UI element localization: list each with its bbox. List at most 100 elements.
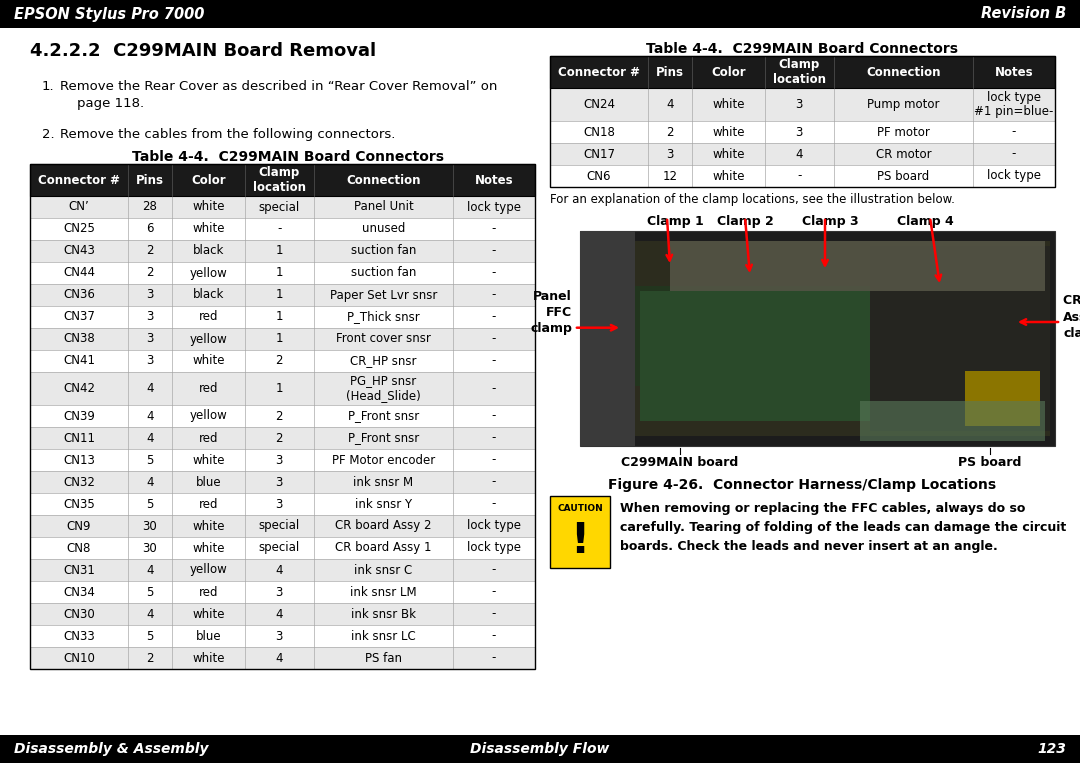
Text: ink snsr LC: ink snsr LC xyxy=(351,629,416,642)
Text: 4: 4 xyxy=(146,564,153,577)
Text: white: white xyxy=(192,223,225,236)
Text: 3: 3 xyxy=(146,288,153,301)
Bar xyxy=(30,427,535,449)
Text: yellow: yellow xyxy=(189,564,227,577)
Text: CR board Assy 2: CR board Assy 2 xyxy=(335,520,432,533)
Bar xyxy=(30,218,535,240)
Bar xyxy=(550,121,1055,143)
Text: 1: 1 xyxy=(275,244,283,257)
Text: white: white xyxy=(192,520,225,533)
Text: ink snsr LM: ink snsr LM xyxy=(350,585,417,598)
Text: 2: 2 xyxy=(275,355,283,368)
Text: lock type: lock type xyxy=(467,520,521,533)
Text: yellow: yellow xyxy=(189,410,227,423)
Text: blue: blue xyxy=(195,475,221,488)
Text: -: - xyxy=(491,266,496,279)
Bar xyxy=(550,496,610,568)
Text: Pins: Pins xyxy=(136,173,164,186)
Text: 1.: 1. xyxy=(42,80,55,93)
Text: -: - xyxy=(491,475,496,488)
Text: CN24: CN24 xyxy=(583,98,615,111)
Text: CN33: CN33 xyxy=(63,629,95,642)
Text: special: special xyxy=(259,201,300,214)
Bar xyxy=(0,0,1080,28)
Text: 4: 4 xyxy=(275,564,283,577)
Text: CN8: CN8 xyxy=(67,542,91,555)
Text: 4: 4 xyxy=(666,98,674,111)
Bar xyxy=(30,328,535,350)
Bar xyxy=(635,241,1050,436)
Text: 1: 1 xyxy=(275,266,283,279)
Text: CN42: CN42 xyxy=(63,382,95,395)
Text: suction fan: suction fan xyxy=(351,266,416,279)
Text: 4: 4 xyxy=(796,147,804,160)
Text: 4: 4 xyxy=(275,607,283,620)
Text: 5: 5 xyxy=(146,497,153,510)
Text: PF Motor encoder: PF Motor encoder xyxy=(332,453,435,466)
Text: 30: 30 xyxy=(143,520,158,533)
Bar xyxy=(30,471,535,493)
Text: Clamp 4: Clamp 4 xyxy=(896,215,954,228)
Text: CR_HP snsr: CR_HP snsr xyxy=(350,355,417,368)
Text: -: - xyxy=(491,652,496,665)
Text: red: red xyxy=(199,585,218,598)
Text: -: - xyxy=(491,288,496,301)
Text: 3: 3 xyxy=(275,585,283,598)
Text: 4: 4 xyxy=(146,475,153,488)
Bar xyxy=(0,735,1080,763)
Text: 1: 1 xyxy=(275,333,283,346)
Text: white: white xyxy=(192,453,225,466)
Text: CN18: CN18 xyxy=(583,125,615,139)
Text: CN30: CN30 xyxy=(63,607,95,620)
Bar xyxy=(30,581,535,603)
Text: CN6: CN6 xyxy=(586,169,611,182)
Text: 4: 4 xyxy=(146,432,153,445)
Text: 1: 1 xyxy=(275,382,283,395)
Bar xyxy=(30,372,535,405)
Text: CN36: CN36 xyxy=(63,288,95,301)
Text: special: special xyxy=(259,520,300,533)
Text: Pins: Pins xyxy=(656,66,684,79)
Bar xyxy=(550,56,1055,88)
Text: black: black xyxy=(192,288,224,301)
Text: CN32: CN32 xyxy=(63,475,95,488)
Bar xyxy=(30,515,535,537)
Text: CN9: CN9 xyxy=(67,520,91,533)
Text: white: white xyxy=(192,652,225,665)
Text: 5: 5 xyxy=(146,629,153,642)
Text: 4: 4 xyxy=(275,652,283,665)
Text: PS board: PS board xyxy=(958,456,1022,469)
Text: CR motor: CR motor xyxy=(876,147,931,160)
Text: CN43: CN43 xyxy=(63,244,95,257)
Text: Connection: Connection xyxy=(866,66,941,79)
Text: yellow: yellow xyxy=(189,333,227,346)
Text: suction fan: suction fan xyxy=(351,244,416,257)
Text: red: red xyxy=(199,497,218,510)
Text: ink snsr Y: ink snsr Y xyxy=(355,497,413,510)
Bar xyxy=(550,88,1055,121)
Bar xyxy=(30,449,535,471)
Text: -: - xyxy=(491,223,496,236)
Text: Remove the Rear Cover as described in “Rear Cover Removal” on
    page 118.: Remove the Rear Cover as described in “R… xyxy=(60,80,498,110)
Text: PG_HP snsr
(Head_Slide): PG_HP snsr (Head_Slide) xyxy=(346,375,421,403)
Text: Paper Set Lvr snsr: Paper Set Lvr snsr xyxy=(329,288,437,301)
Text: Clamp 3: Clamp 3 xyxy=(801,215,859,228)
Text: 3: 3 xyxy=(275,475,283,488)
Bar xyxy=(30,350,535,372)
Text: CN31: CN31 xyxy=(63,564,95,577)
Text: Pump motor: Pump motor xyxy=(867,98,940,111)
Text: CR board
Assy
clamp: CR board Assy clamp xyxy=(1063,295,1080,340)
Text: Notes: Notes xyxy=(995,66,1034,79)
Text: Revision B: Revision B xyxy=(981,7,1066,21)
Text: -: - xyxy=(491,244,496,257)
Text: 12: 12 xyxy=(662,169,677,182)
Text: red: red xyxy=(199,311,218,324)
Text: 5: 5 xyxy=(146,453,153,466)
Text: P_Thick snsr: P_Thick snsr xyxy=(347,311,420,324)
Text: 3: 3 xyxy=(796,98,804,111)
Text: Connector #: Connector # xyxy=(558,66,639,79)
Text: CN’: CN’ xyxy=(68,201,90,214)
Text: Table 4-4.  C299MAIN Board Connectors: Table 4-4. C299MAIN Board Connectors xyxy=(132,150,444,164)
Text: 2: 2 xyxy=(146,652,153,665)
Bar xyxy=(550,56,1055,88)
